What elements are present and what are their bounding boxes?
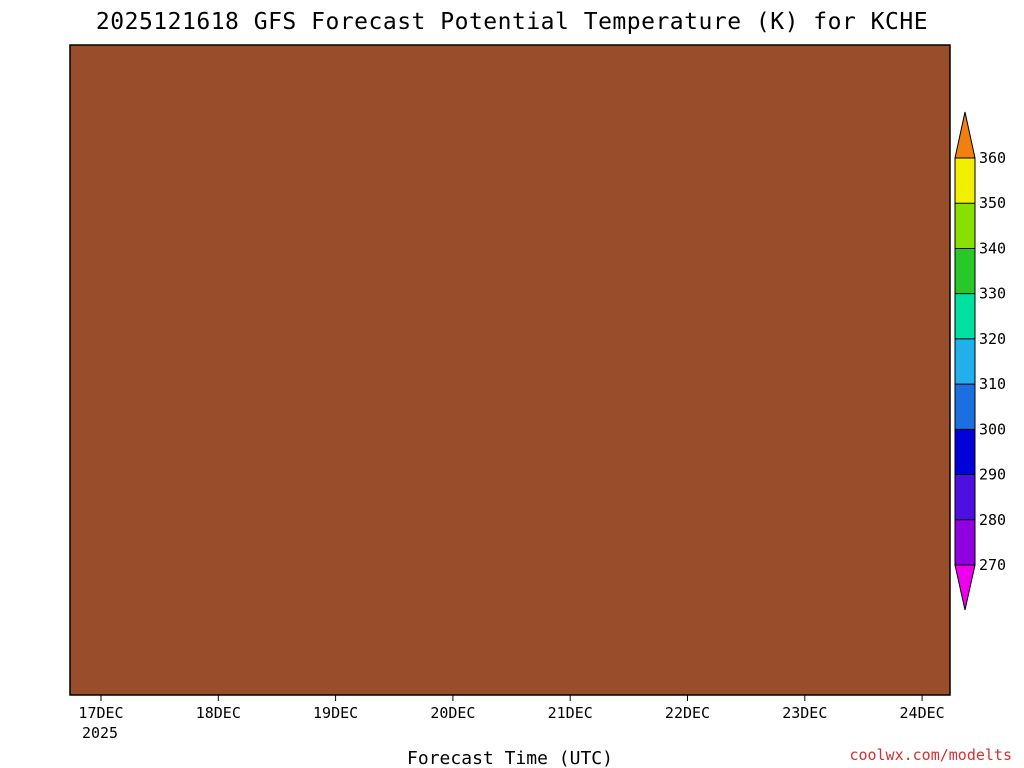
colorbar-label: 330 (979, 285, 1006, 303)
colorbar-top-arrow (954, 111, 976, 159)
ground-terrain (70, 45, 950, 695)
colorbar-segment (955, 338, 975, 385)
plot-area: 2842882963003043083123163203243283322842… (70, 45, 950, 695)
x-tick-label: 19DEC (313, 704, 358, 722)
x-axis-title: Forecast Time (UTC) (407, 748, 613, 768)
colorbar-segment (955, 429, 975, 475)
colorbar-segment (955, 203, 975, 249)
colorbar-label: 290 (979, 466, 1006, 484)
x-axis-year-label: 2025 (82, 724, 118, 742)
colorbar-label: 270 (979, 556, 1006, 574)
colorbar-label: 360 (979, 149, 1006, 167)
colorbar-legend: 270 280 290 300 310 320 330 340 350 360 (954, 111, 1006, 611)
colorbar-segment (955, 293, 975, 339)
x-tick-label: 17DEC (78, 704, 123, 722)
colorbar-segment (955, 384, 975, 430)
colorbar-label: 300 (979, 420, 1006, 438)
credit-link[interactable]: coolwx.com/modelts (849, 746, 1012, 764)
colorbar-label: 340 (979, 239, 1006, 257)
colorbar-segment (955, 519, 975, 565)
colorbar-segment (955, 158, 975, 204)
colorbar-label: 320 (979, 330, 1006, 348)
x-tick-label: 23DEC (782, 704, 827, 722)
colorbar-label: 280 (979, 511, 1006, 529)
colorbar-segment (955, 474, 975, 520)
x-axis: 2025 17DEC 18DEC 19DEC 20DEC 21DEC 22DEC 23DEC… (78, 695, 945, 742)
x-tick-label: 22DEC (665, 704, 710, 722)
plot-frame (69, 44, 951, 696)
chart-title: 2025121618 GFS Forecast Potential Temper… (96, 9, 928, 35)
x-tick-label: 21DEC (548, 704, 593, 722)
x-tick-label: 24DEC (900, 704, 945, 722)
colorbar-bottom-arrow (954, 564, 976, 611)
colorbar-label: 310 (979, 375, 1006, 393)
x-tick-label: 20DEC (430, 704, 475, 722)
x-tick-label: 18DEC (196, 704, 241, 722)
colorbar-segment (955, 248, 975, 294)
colorbar-label: 350 (979, 194, 1006, 212)
